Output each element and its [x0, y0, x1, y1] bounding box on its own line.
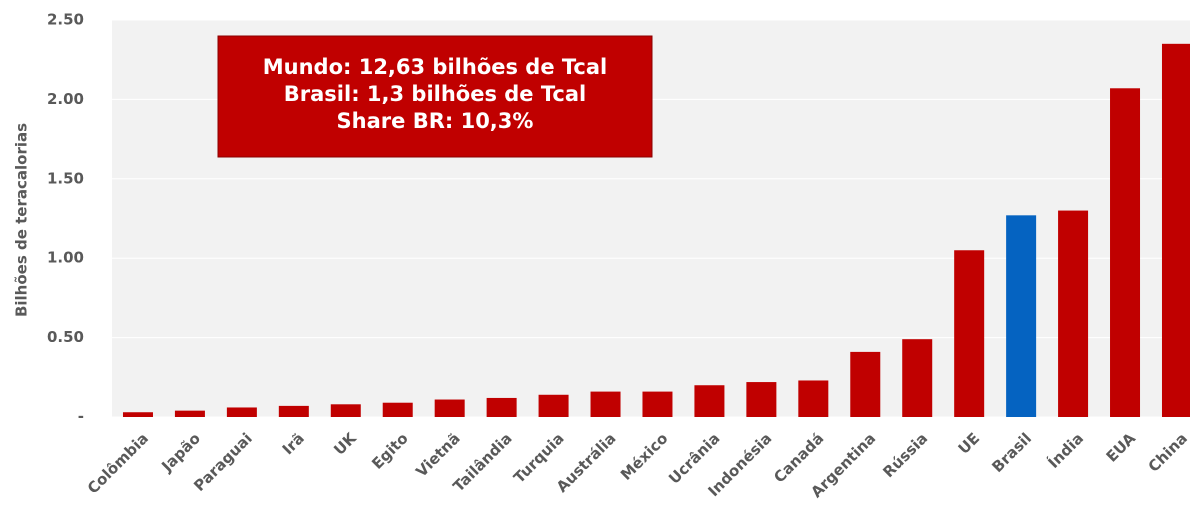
y-tick-label: 1.00 [47, 249, 84, 267]
bar [1110, 88, 1141, 417]
x-tick-label: EUA [1103, 429, 1140, 466]
annotation-text: Mundo: 12,63 bilhões de Tcal [263, 55, 608, 79]
x-tick-label: UK [330, 428, 361, 459]
x-tick-label: Brasil [988, 429, 1035, 476]
y-tick-label: 2.00 [47, 90, 84, 108]
y-axis-label: Bilhões de teracalorias [13, 123, 31, 317]
y-tick-label: 1.50 [47, 169, 84, 187]
bar [434, 399, 465, 417]
bar [122, 412, 153, 417]
bar [278, 405, 309, 417]
bar [538, 394, 569, 417]
bar [486, 397, 517, 417]
annotation-box [217, 35, 653, 158]
bar [902, 339, 933, 417]
x-tick-label: Vietnã [412, 429, 463, 480]
x-tick-label: Egito [368, 429, 412, 473]
bar [590, 391, 621, 417]
bar [694, 385, 725, 417]
bar [174, 410, 205, 417]
x-tick-label: Rússia [879, 429, 931, 481]
bar [954, 250, 985, 417]
x-tick-label: China [1145, 429, 1190, 475]
y-tick-label: 2.50 [47, 11, 84, 29]
bar [850, 351, 881, 417]
annotation-text: Brasil: 1,3 bilhões de Tcal [284, 82, 586, 106]
bar [1058, 210, 1089, 417]
y-tick-label: 0.50 [47, 328, 84, 346]
x-tick-label: Irã [279, 429, 308, 458]
bar [1161, 43, 1190, 417]
bar [330, 404, 361, 417]
x-tick-label: UE [955, 429, 984, 458]
bar [382, 402, 413, 417]
x-tick-label: Colômbia [84, 429, 152, 497]
bar [226, 407, 257, 417]
bar [642, 391, 673, 417]
bar [746, 382, 777, 417]
x-tick-label: Índia [1044, 429, 1087, 472]
x-tick-label: Japão [157, 429, 204, 476]
bar [1006, 215, 1037, 417]
y-tick-label: - [78, 408, 84, 426]
bar [798, 380, 829, 417]
annotation-text: Share BR: 10,3% [337, 109, 534, 133]
x-tick-label: México [617, 429, 672, 484]
